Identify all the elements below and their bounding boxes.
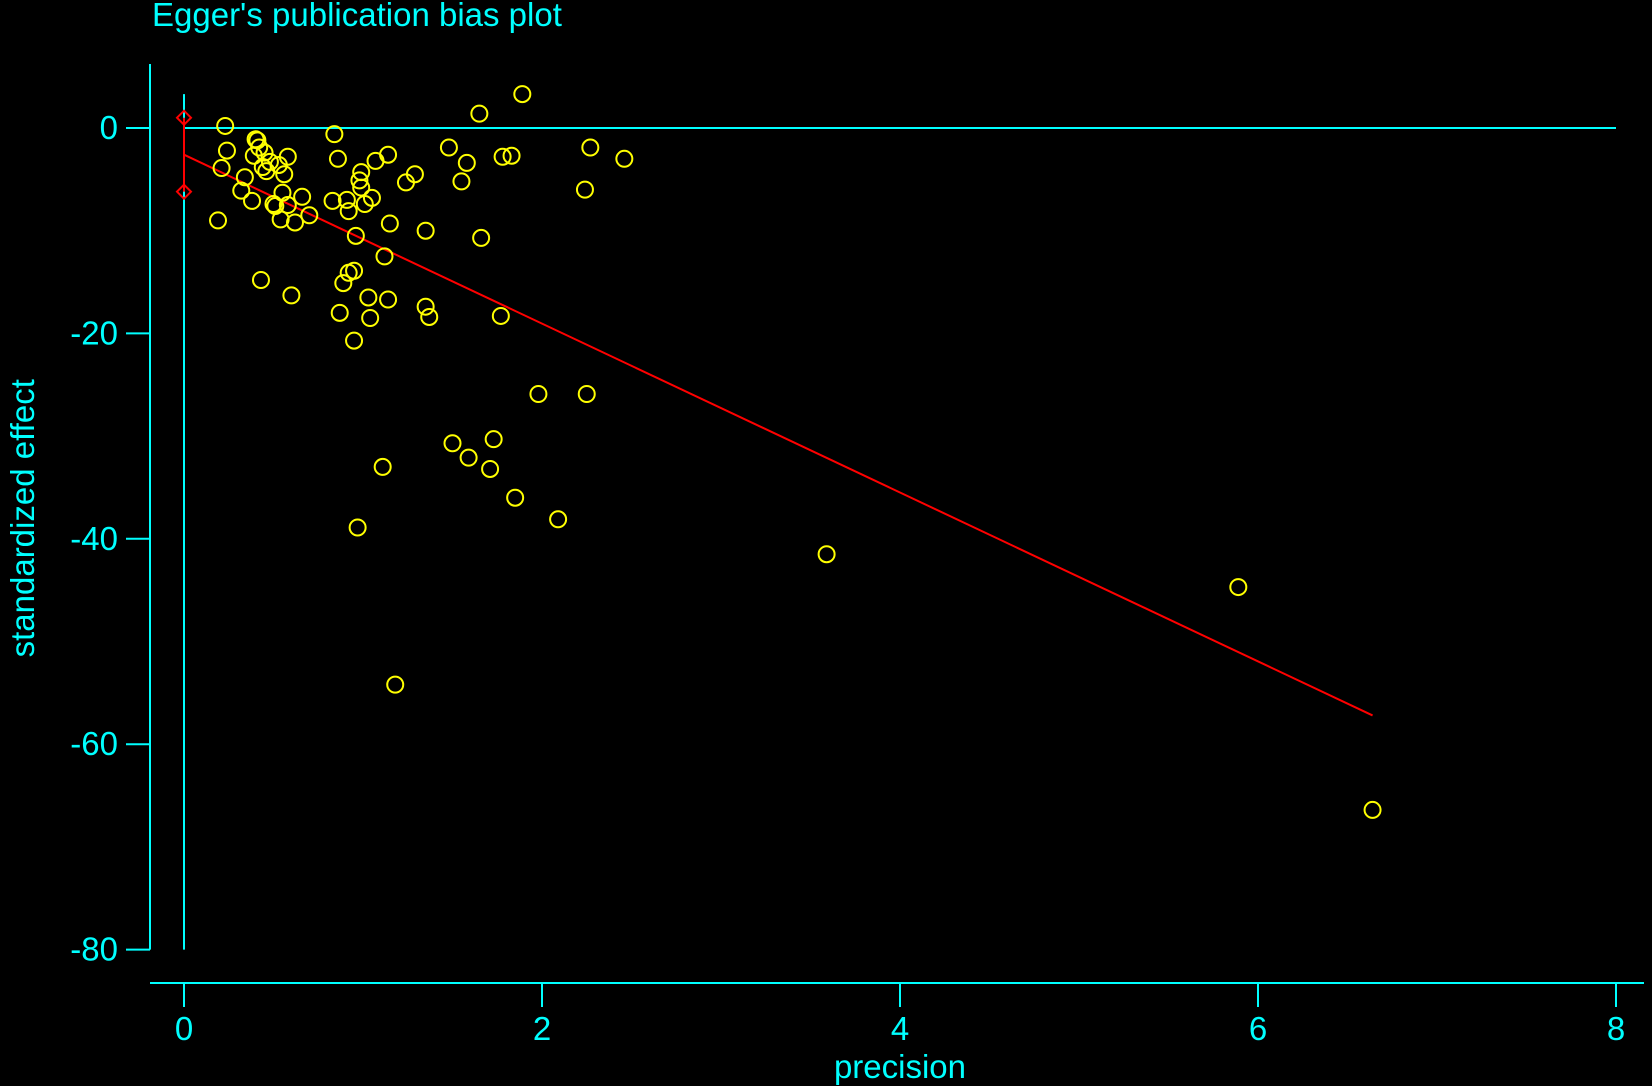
- data-point: [339, 202, 358, 221]
- data-point: [470, 104, 489, 123]
- data-point: [243, 191, 262, 210]
- data-point: [577, 384, 596, 403]
- data-point: [373, 457, 392, 476]
- data-point: [481, 459, 500, 478]
- data-point: [817, 545, 836, 564]
- y-tick-label: -20: [70, 314, 118, 351]
- data-point: [457, 153, 476, 172]
- data-point: [293, 187, 312, 206]
- data-point: [275, 165, 294, 184]
- y-tick-label: 0: [100, 109, 118, 146]
- data-point: [472, 228, 491, 247]
- data-point: [345, 261, 364, 280]
- y-tick-label: -60: [70, 725, 118, 762]
- data-point: [581, 138, 600, 157]
- data-point: [361, 308, 380, 327]
- data-point: [323, 191, 342, 210]
- data-point: [366, 151, 385, 170]
- data-point: [443, 434, 462, 453]
- data-point: [348, 518, 367, 537]
- data-point: [330, 303, 349, 322]
- data-point: [1229, 578, 1248, 597]
- data-point: [416, 297, 435, 316]
- data-point: [529, 384, 548, 403]
- data-point: [209, 211, 228, 230]
- data-point: [350, 171, 369, 190]
- data-point: [513, 85, 532, 104]
- data-point: [345, 331, 364, 350]
- data-point: [216, 116, 235, 135]
- x-tick-label: 2: [533, 1010, 551, 1047]
- data-point: [379, 145, 398, 164]
- data-point: [380, 214, 399, 233]
- y-tick-label: -80: [70, 931, 118, 968]
- data-point: [1363, 800, 1382, 819]
- x-tick-label: 0: [175, 1010, 193, 1047]
- data-point: [452, 172, 471, 191]
- x-tick-label: 8: [1607, 1010, 1625, 1047]
- y-axis-label: standardized effect: [4, 379, 41, 657]
- intercept-ci-marker: [175, 183, 193, 201]
- x-tick-label: 6: [1249, 1010, 1267, 1047]
- data-point: [235, 168, 254, 187]
- data-point: [420, 307, 439, 326]
- data-point: [300, 206, 319, 225]
- data-point: [405, 165, 424, 184]
- data-point: [212, 159, 231, 178]
- data-point: [250, 138, 269, 157]
- x-axis-label: precision: [834, 1048, 966, 1085]
- data-point: [273, 183, 292, 202]
- data-point: [362, 188, 381, 207]
- data-point: [484, 430, 503, 449]
- data-point: [251, 270, 270, 289]
- data-point: [375, 247, 394, 266]
- data-point: [549, 510, 568, 529]
- data-point: [325, 125, 344, 144]
- data-point: [278, 196, 297, 215]
- data-point: [278, 147, 297, 166]
- data-point: [439, 138, 458, 157]
- data-point: [264, 194, 283, 213]
- data-point: [282, 286, 301, 305]
- data-point: [255, 143, 274, 162]
- data-point: [359, 288, 378, 307]
- chart-title: Egger's publication bias plot: [152, 0, 562, 33]
- data-point: [260, 152, 279, 171]
- data-point: [232, 181, 251, 200]
- x-tick-label: 4: [891, 1010, 909, 1047]
- data-point: [459, 448, 478, 467]
- data-point: [502, 146, 521, 165]
- data-point: [491, 306, 510, 325]
- data-point: [328, 149, 347, 168]
- data-point: [257, 162, 276, 181]
- data-point: [379, 290, 398, 309]
- data-point: [334, 274, 353, 293]
- data-point: [416, 221, 435, 240]
- data-point: [493, 147, 512, 166]
- data-point: [506, 488, 525, 507]
- y-tick-label: -40: [70, 520, 118, 557]
- intercept-ci-marker: [175, 109, 193, 127]
- data-point: [217, 141, 236, 160]
- data-point: [346, 226, 365, 245]
- data-point: [575, 180, 594, 199]
- data-point: [615, 149, 634, 168]
- data-point: [337, 190, 356, 209]
- data-point: [352, 178, 371, 197]
- data-point: [386, 675, 405, 694]
- data-point: [285, 213, 304, 232]
